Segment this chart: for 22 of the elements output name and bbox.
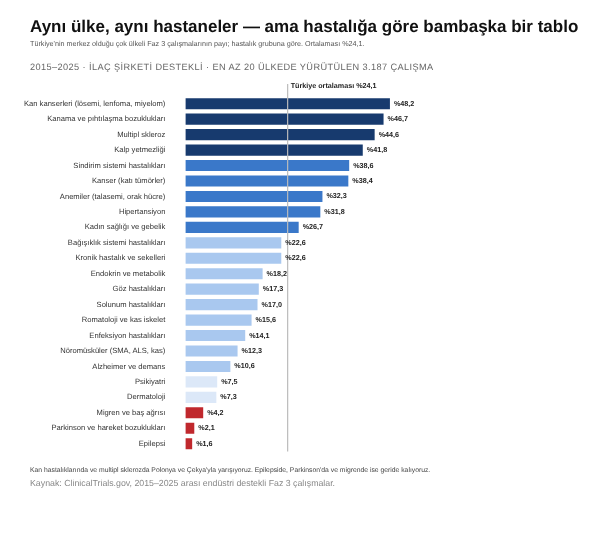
bar bbox=[185, 391, 217, 403]
bar bbox=[185, 237, 282, 249]
bar bbox=[185, 159, 350, 172]
bar bbox=[185, 98, 390, 110]
bar bbox=[185, 268, 263, 280]
bar bbox=[185, 113, 384, 125]
bar bbox=[185, 407, 204, 419]
bar bbox=[185, 360, 231, 373]
bar bbox=[185, 345, 238, 357]
bar bbox=[185, 175, 349, 187]
bar bbox=[185, 221, 299, 233]
bar bbox=[185, 190, 323, 203]
bar bbox=[185, 314, 252, 326]
chart-title: Aynı ülke, aynı hastaneler — ama hastalığa göre bambaşka bir tablo bbox=[30, 16, 581, 36]
bar bbox=[185, 129, 375, 141]
bar bbox=[185, 252, 282, 264]
bar bbox=[185, 206, 321, 218]
bar bbox=[185, 283, 259, 295]
bar bbox=[185, 299, 258, 311]
bar bbox=[185, 144, 363, 156]
bar bbox=[185, 376, 218, 388]
bar bbox=[185, 329, 246, 342]
